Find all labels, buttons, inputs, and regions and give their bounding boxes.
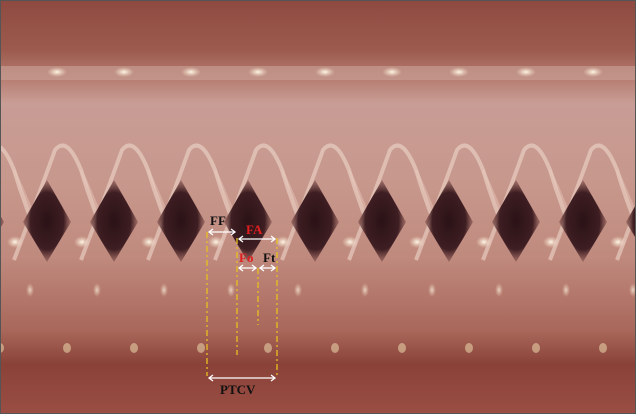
hole [626, 204, 636, 239]
glint [294, 283, 302, 297]
hole [90, 180, 138, 262]
braid-pattern [0, 67, 636, 353]
label-ptcv: PTCV [220, 382, 256, 397]
glint [382, 67, 402, 77]
hole [23, 180, 71, 262]
hole [157, 180, 205, 262]
glint [47, 67, 67, 77]
glint [331, 343, 339, 353]
hole [224, 180, 272, 262]
glint [495, 283, 503, 297]
glint [361, 283, 369, 297]
glint [449, 67, 469, 77]
annotations [206, 228, 278, 382]
hole [492, 180, 540, 262]
glint [197, 343, 205, 353]
glint [315, 67, 335, 77]
glint [465, 343, 473, 353]
glint [428, 283, 436, 297]
glint [63, 343, 71, 353]
arrowheads [207, 228, 277, 382]
hole [559, 180, 607, 262]
glint [181, 67, 201, 77]
label-fo: Fo [239, 250, 253, 265]
hole [358, 180, 406, 262]
glint [114, 67, 134, 77]
glint [93, 283, 101, 297]
glint [160, 283, 168, 297]
glint [398, 343, 406, 353]
glint [130, 343, 138, 353]
glint [532, 343, 540, 353]
hole [425, 180, 473, 262]
glint [26, 283, 34, 297]
hole [291, 180, 339, 262]
glint [583, 67, 603, 77]
glint [516, 67, 536, 77]
glint [248, 67, 268, 77]
glint [227, 283, 235, 297]
glint [599, 343, 607, 353]
glint [264, 343, 272, 353]
wire [0, 144, 46, 251]
label-ff: FF [210, 213, 226, 228]
glint [562, 283, 570, 297]
label-fa: FA [246, 222, 263, 237]
label-ft: Ft [263, 250, 276, 265]
glint [629, 283, 636, 297]
